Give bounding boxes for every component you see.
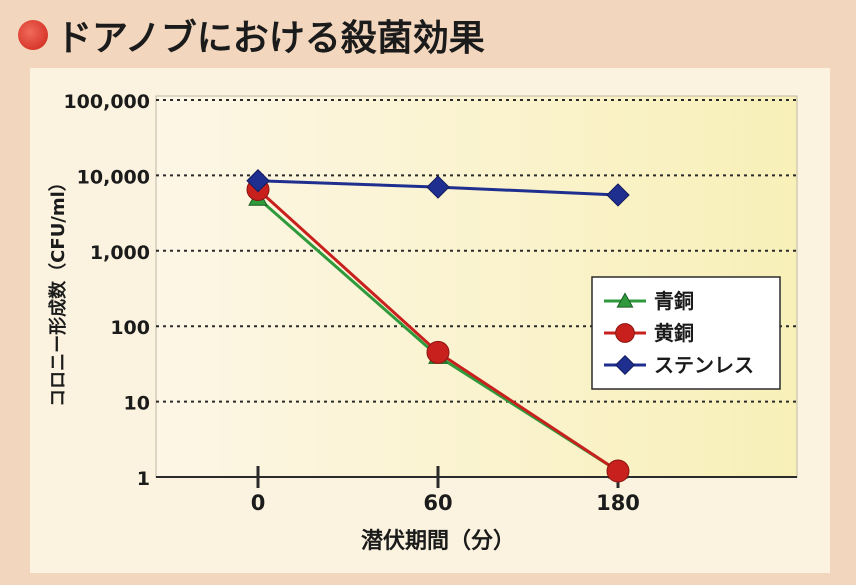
data-point — [246, 169, 270, 193]
legend-marker — [616, 292, 634, 308]
title-row: ドアノブにおける殺菌効果 — [18, 12, 485, 59]
x-axis-title: 潜伏期間（分） — [361, 528, 515, 554]
legend-marker — [614, 354, 636, 376]
data-point — [426, 340, 450, 364]
y-tick-label: 10,000 — [77, 166, 150, 188]
y-tick-label: 1 — [137, 468, 150, 490]
data-point — [426, 175, 450, 199]
x-tick-label: 180 — [596, 491, 640, 515]
red-circle-bullet-icon — [18, 20, 48, 50]
legend-label: 青銅 — [654, 289, 694, 313]
x-tick-label: 60 — [423, 491, 452, 515]
y-tick-label: 100 — [110, 317, 150, 339]
page-title: ドアノブにおける殺菌効果 — [56, 18, 485, 59]
legend-label: 黄銅 — [654, 321, 694, 345]
y-axis-title: コロニー形成数（CFU/ml） — [47, 173, 69, 407]
y-tick-label: 1,000 — [90, 242, 150, 264]
data-point — [606, 183, 630, 207]
y-tick-label: 100,000 — [63, 91, 150, 113]
y-tick-label: 10 — [124, 393, 150, 415]
legend-label: ステンレス — [654, 353, 754, 377]
data-point — [606, 459, 630, 483]
x-tick-label: 0 — [251, 491, 266, 515]
legend-marker — [615, 323, 635, 343]
